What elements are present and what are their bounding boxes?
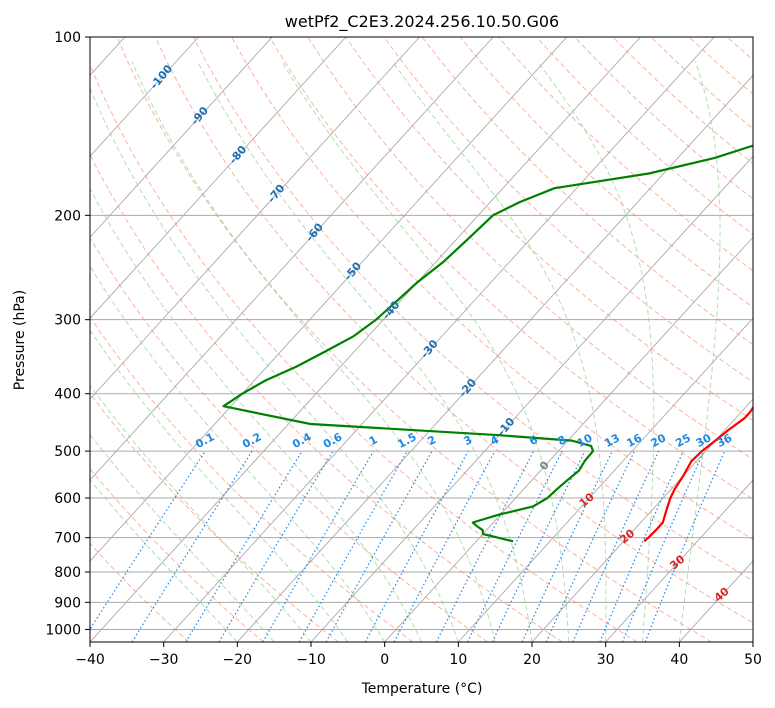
dry-adiabat-line — [421, 37, 753, 346]
isotherm-line — [752, 641, 753, 642]
dry-adiabat-line — [90, 236, 488, 642]
x-tick-label: 0 — [380, 652, 389, 668]
isotherm-line — [531, 398, 753, 642]
mixing-ratio-label: 36 — [715, 431, 735, 450]
y-tick-label: 200 — [54, 208, 81, 224]
x-axis-label: Temperature (°C) — [361, 681, 483, 697]
moist-adiabat-line — [131, 61, 496, 642]
isotherm-line — [384, 236, 753, 642]
isotherm-line — [237, 74, 753, 642]
moist-adiabat-line — [90, 87, 459, 642]
x-tick-label: −30 — [149, 652, 179, 668]
dry-adiabat-line — [192, 37, 753, 582]
x-tick-label: 40 — [670, 652, 688, 668]
isotherm-line — [458, 317, 753, 642]
mixing-ratio-line — [466, 450, 563, 642]
dry-adiabat-line — [459, 37, 753, 308]
dry-adiabat-line — [307, 37, 753, 460]
x-tick-label: 50 — [744, 652, 762, 668]
moist-adiabat-line — [392, 61, 607, 642]
dry-adiabat-line — [345, 37, 753, 421]
y-tick-label: 700 — [54, 531, 81, 547]
y-tick-label: 300 — [54, 313, 81, 329]
mixing-ratio-label: 13 — [602, 431, 622, 450]
isotherm-line — [90, 37, 420, 400]
y-tick-label: 100 — [54, 30, 81, 46]
y-tick-label: 500 — [54, 444, 81, 460]
mixing-ratio-line — [599, 450, 684, 642]
mixing-ratio-line — [644, 450, 726, 642]
mixing-ratio-line — [621, 450, 705, 642]
isotherm-line — [163, 37, 715, 642]
y-tick-label: 400 — [54, 387, 81, 403]
dry-adiabat-line — [116, 37, 712, 642]
dry-adiabat-line — [90, 153, 563, 642]
mixing-ratio-line — [185, 450, 303, 642]
moist-adiabat-line — [90, 265, 386, 642]
series-lines — [222, 144, 753, 543]
moist-adiabat-line — [90, 384, 312, 642]
mixing-ratio-line — [131, 450, 253, 642]
mixing-ratio-line — [364, 450, 469, 642]
dry-adiabat-line — [154, 37, 753, 624]
moist-adiabat-line — [90, 479, 238, 642]
mixing-ratio-line — [325, 450, 433, 642]
moist-adiabat-line — [90, 329, 349, 642]
y-tick-label: 600 — [54, 491, 81, 507]
temperature-profile-line — [643, 405, 753, 543]
mixing-ratio-line — [393, 450, 496, 642]
isotherm-line — [90, 37, 494, 481]
x-tick-label: 10 — [449, 652, 467, 668]
moist-adiabat-line — [90, 187, 422, 642]
mixing-ratio-label: 20 — [649, 431, 669, 450]
mixing-ratio-line — [572, 450, 660, 642]
dry-adiabat-line — [765, 37, 775, 642]
plot-frame — [89, 36, 754, 643]
moist-adiabat-line — [197, 61, 533, 642]
x-tick-label: −20 — [223, 652, 253, 668]
mixing-ratio-line — [435, 450, 535, 642]
mixing-ratio-label: 10 — [575, 431, 595, 450]
x-tick-label: 20 — [523, 652, 541, 668]
mixing-ratio-line — [90, 450, 206, 631]
x-tick-label: −10 — [296, 652, 326, 668]
mixing-ratio-line — [298, 450, 408, 642]
x-tick-label: 30 — [597, 652, 615, 668]
moist-adiabat-line — [537, 61, 655, 642]
isotherm-line — [90, 37, 347, 319]
chart-title: wetPf2_C2E3.2024.256.10.50.G06 — [285, 12, 559, 32]
isotherm-line — [90, 37, 568, 562]
isotherm-line — [90, 37, 273, 238]
moist-adiabat-line — [281, 61, 570, 642]
y-tick-label: 800 — [54, 565, 81, 581]
mixing-ratio-label: 25 — [673, 431, 693, 450]
background-lines — [90, 37, 775, 642]
dry-adiabat-line — [90, 63, 638, 642]
moist-adiabat-line — [678, 61, 721, 642]
y-tick-label: 900 — [54, 595, 81, 611]
mixing-ratio-label: 16 — [624, 431, 644, 450]
dewpoint-profile-line — [222, 144, 753, 543]
mixing-ratio-label: 30 — [694, 431, 714, 450]
axes: −40 −30 −20 −10 0 10 20 30 40 50 100 200 300 400 500 60… — [45, 30, 762, 668]
y-tick-label: 1000 — [45, 622, 81, 638]
isotherm-line — [90, 37, 199, 157]
isotherm-line — [605, 479, 753, 642]
x-tick-label: −40 — [75, 652, 105, 668]
y-axis-label: Pressure (hPa) — [12, 290, 28, 390]
